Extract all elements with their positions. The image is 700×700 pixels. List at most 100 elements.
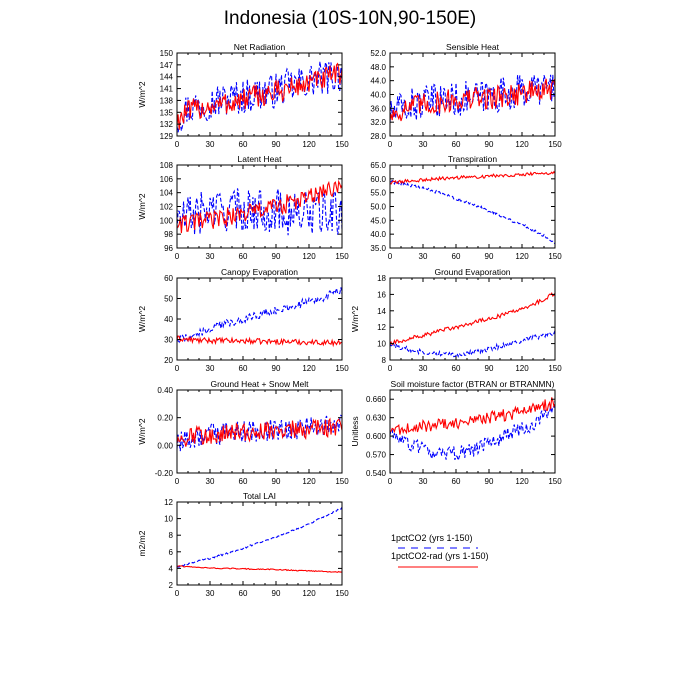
x-tick-label: 150: [548, 140, 562, 149]
y-tick-label: 48.0: [370, 63, 386, 72]
series-line-1pctCO2-rad: [177, 565, 342, 573]
x-tick-label: 150: [335, 140, 349, 149]
y-axis-label: W/m^2: [137, 193, 147, 219]
y-axis-label: m2/m2: [137, 530, 147, 556]
x-tick-label: 150: [335, 589, 349, 598]
panel-1: 0 30 60 90 120 150 129 132 135 138 141 144 147 150 Net…: [137, 42, 349, 149]
y-tick-label: 10: [377, 340, 386, 349]
panel-title: Net Radiation: [234, 42, 286, 52]
y-tick-label: 65.0: [370, 161, 386, 170]
y-tick-label: 16: [377, 290, 386, 299]
panel-6: 0 30 60 90 120 150 8 10 12 14 16 18 Ground Evaporati…: [350, 267, 562, 373]
x-tick-label: 60: [452, 252, 461, 261]
y-tick-label: 147: [160, 61, 174, 70]
x-tick-label: 60: [239, 252, 248, 261]
y-tick-label: 98: [164, 230, 173, 239]
y-tick-label: 138: [160, 96, 174, 105]
y-tick-label: 6: [169, 548, 174, 557]
x-tick-label: 120: [302, 364, 316, 373]
x-tick-label: 60: [239, 477, 248, 486]
x-tick-label: 90: [272, 364, 281, 373]
y-tick-label: 0.20: [157, 414, 173, 423]
y-tick-label: 8: [382, 356, 387, 365]
y-tick-label: 135: [160, 108, 174, 117]
x-tick-label: 150: [335, 364, 349, 373]
x-tick-label: 60: [239, 364, 248, 373]
y-tick-label: 0.00: [157, 441, 173, 450]
x-tick-label: 90: [272, 252, 281, 261]
y-tick-label: 4: [169, 564, 174, 573]
x-tick-label: 90: [485, 140, 494, 149]
y-tick-label: 0.660: [366, 395, 387, 404]
y-tick-label: 30: [164, 336, 173, 345]
legend: 1pctCO2 (yrs 1-150) 1pctCO2-rad (yrs 1-15…: [391, 533, 489, 568]
x-tick-label: 120: [302, 589, 316, 598]
x-tick-label: 120: [302, 252, 316, 261]
x-tick-label: 60: [452, 477, 461, 486]
x-tick-label: 60: [452, 364, 461, 373]
y-tick-label: 144: [160, 73, 174, 82]
y-tick-label: 106: [160, 175, 174, 184]
y-axis-label: W/m^2: [350, 306, 360, 332]
y-tick-label: 141: [160, 85, 174, 94]
y-tick-label: 100: [160, 216, 174, 225]
y-tick-label: 60: [164, 274, 173, 283]
y-axis-label: W/m^2: [137, 81, 147, 107]
y-tick-label: 2: [169, 581, 174, 590]
x-tick-label: 30: [206, 140, 215, 149]
x-tick-label: 120: [515, 140, 529, 149]
page-title: Indonesia (10S-10N,90-150E): [223, 8, 477, 29]
y-tick-label: 50: [164, 295, 173, 304]
x-tick-label: 30: [419, 252, 428, 261]
x-tick-label: 120: [302, 477, 316, 486]
x-tick-label: 120: [515, 364, 529, 373]
y-tick-label: 10: [164, 515, 173, 524]
x-tick-label: 30: [206, 477, 215, 486]
plot-frame: [389, 389, 556, 474]
panel-title: Canopy Evaporation: [221, 267, 298, 277]
y-tick-label: 132: [160, 120, 174, 129]
y-tick-label: 0.540: [366, 469, 387, 478]
x-tick-label: 60: [239, 589, 248, 598]
series-line-1pctCO2-rad: [177, 179, 342, 234]
y-tick-label: 102: [160, 203, 174, 212]
y-tick-label: 108: [160, 161, 174, 170]
x-tick-label: 30: [206, 252, 215, 261]
x-tick-label: 0: [388, 477, 393, 486]
y-tick-label: 150: [160, 49, 174, 58]
series-line-1pctCO2-rad: [390, 292, 555, 346]
x-tick-label: 0: [388, 252, 393, 261]
y-tick-label: 129: [160, 132, 174, 141]
x-tick-label: 0: [175, 477, 180, 486]
x-tick-label: 90: [272, 589, 281, 598]
x-tick-label: 0: [175, 589, 180, 598]
y-tick-label: 45.0: [370, 216, 386, 225]
x-tick-label: 0: [175, 364, 180, 373]
panel-title: Ground Heat + Snow Melt: [210, 379, 309, 389]
panel-title: Soil moisture factor (BTRAN or BTRANMN): [391, 379, 555, 389]
series-line-1pctCO2: [177, 287, 342, 344]
y-tick-label: 96: [164, 244, 173, 253]
y-tick-label: 12: [164, 498, 173, 507]
x-tick-label: 150: [548, 252, 562, 261]
series-line-1pctCO2-rad: [177, 335, 342, 348]
series-line-1pctCO2: [390, 400, 555, 463]
panel-title: Latent Heat: [238, 154, 283, 164]
x-tick-label: 150: [548, 477, 562, 486]
x-tick-label: 30: [419, 364, 428, 373]
x-tick-label: 90: [485, 252, 494, 261]
y-tick-label: 40.0: [370, 91, 386, 100]
x-tick-label: 0: [175, 252, 180, 261]
y-tick-label: 0.600: [366, 432, 387, 441]
legend-label: 1pctCO2 (yrs 1-150): [391, 533, 473, 543]
x-tick-label: 30: [206, 589, 215, 598]
x-tick-label: 60: [239, 140, 248, 149]
x-tick-label: 150: [548, 364, 562, 373]
series-line-1pctCO2: [177, 188, 342, 236]
panel-title: Transpiration: [448, 154, 498, 164]
y-tick-label: 40: [164, 315, 173, 324]
series-line-1pctCO2: [390, 330, 555, 358]
y-tick-label: 0.630: [366, 414, 387, 423]
y-tick-label: 28.0: [370, 132, 386, 141]
panel-8: 0 30 60 90 120 150 0.540 0.570 0.600 0.630 0.660 So…: [350, 379, 562, 486]
